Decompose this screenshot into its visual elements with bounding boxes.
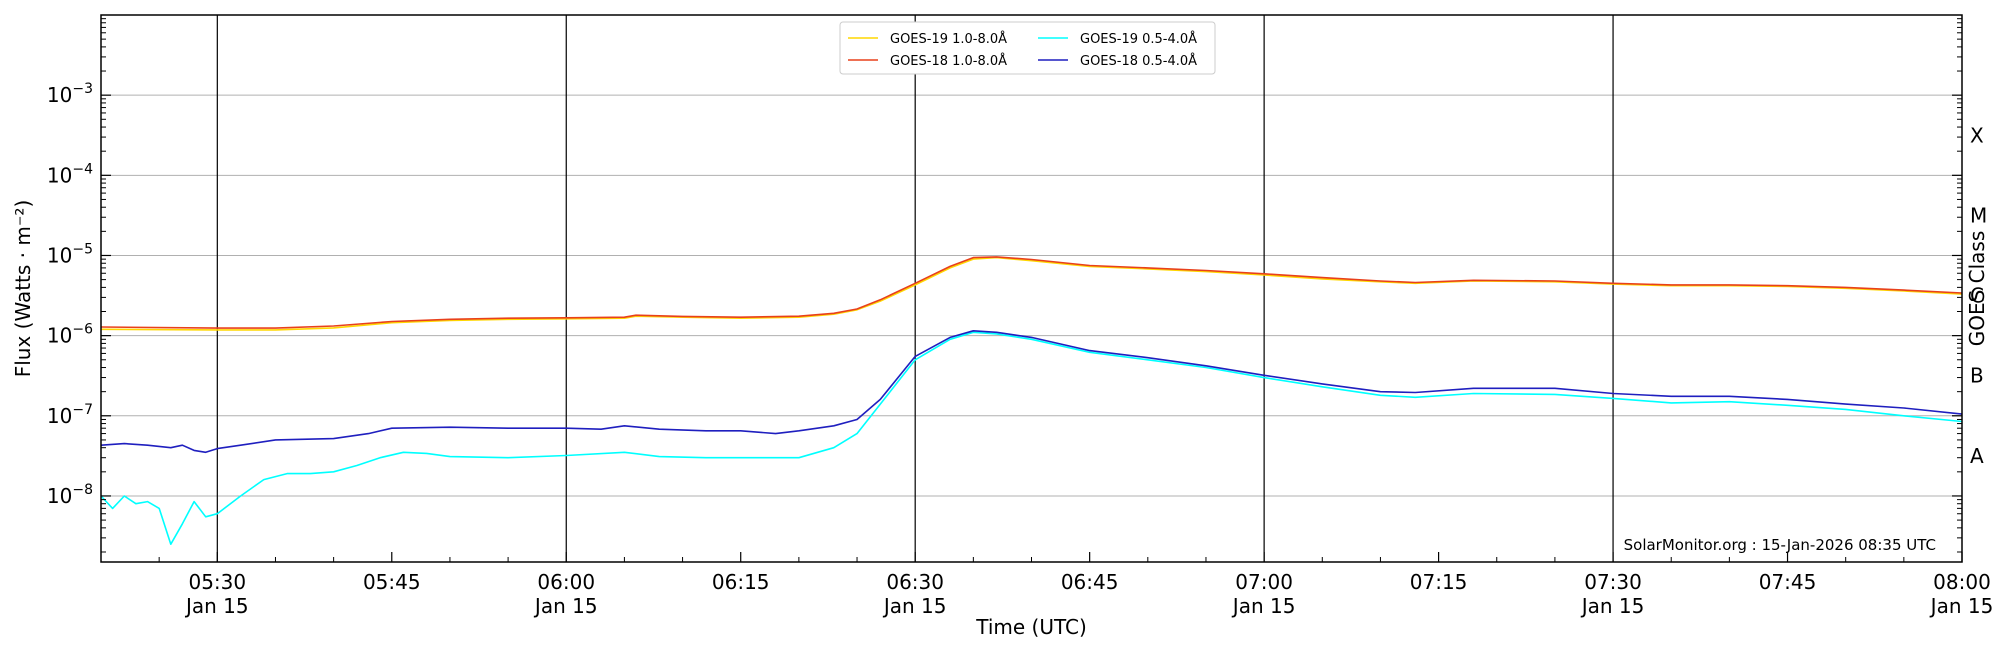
goes-class-label: C bbox=[1970, 284, 1984, 308]
legend-label-goes18-long: GOES-18 1.0-8.0Å bbox=[890, 53, 1007, 69]
x-tick-label: 08:00 bbox=[1933, 570, 1991, 594]
series-line-3 bbox=[100, 329, 1963, 454]
goes-class-label: A bbox=[1970, 444, 1984, 468]
series-line-1 bbox=[100, 256, 1963, 329]
x-tick-label: 06:00 bbox=[537, 570, 595, 594]
x-axis-title: Time (UTC) bbox=[975, 615, 1087, 639]
x-tick-label: 07:15 bbox=[1410, 570, 1468, 594]
right-axis-title: GOES Class bbox=[1965, 231, 1989, 347]
legend-box bbox=[839, 21, 1216, 75]
x-tick-label: 05:45 bbox=[363, 570, 421, 594]
y-tick-label: 10−4 bbox=[47, 161, 93, 187]
x-tick-label: 07:45 bbox=[1759, 570, 1817, 594]
x-tick-date-label: Jan 15 bbox=[1231, 594, 1296, 618]
credit-text: SolarMonitor.org : 15-Jan-2026 08:35 UTC bbox=[1624, 536, 1936, 554]
x-tick-date-label: Jan 15 bbox=[184, 594, 249, 618]
x-tick-date-label: Jan 15 bbox=[1580, 594, 1645, 618]
legend-label-goes19-short: GOES-19 0.5-4.0Å bbox=[1080, 31, 1197, 47]
goes-class-label: M bbox=[1970, 203, 1987, 227]
legend-label-goes18-short: GOES-18 0.5-4.0Å bbox=[1080, 53, 1197, 69]
plot-frame bbox=[100, 14, 1963, 563]
grid-layer bbox=[101, 15, 1962, 562]
y-tick-label: 10−7 bbox=[47, 402, 93, 428]
y-tick-label: 10−3 bbox=[47, 81, 93, 107]
series-line-2 bbox=[100, 331, 1963, 546]
x-tick-label: 05:30 bbox=[188, 570, 246, 594]
goes-class-label: B bbox=[1970, 364, 1984, 388]
x-tick-label: 06:45 bbox=[1061, 570, 1119, 594]
x-tick-label: 06:15 bbox=[712, 570, 770, 594]
x-tick-date-label: Jan 15 bbox=[533, 594, 598, 618]
legend: GOES-19 1.0-8.0Å GOES-18 1.0-8.0Å GOES-1… bbox=[839, 21, 1216, 75]
goes-class-label: X bbox=[1970, 123, 1984, 147]
y-tick-label: 10−8 bbox=[47, 482, 93, 508]
y-tick-label: 10−5 bbox=[47, 241, 93, 267]
series-layer bbox=[100, 256, 1963, 546]
y-tick-label: 10−6 bbox=[47, 322, 93, 348]
legend-label-goes19-long: GOES-19 1.0-8.0Å bbox=[890, 31, 1007, 47]
x-tick-label: 06:30 bbox=[886, 570, 944, 594]
ticks-layer bbox=[101, 18, 1963, 562]
x-tick-date-label: Jan 15 bbox=[1929, 594, 1994, 618]
x-tick-date-label: Jan 15 bbox=[882, 594, 947, 618]
y-axis-title: Flux (Watts · m⁻²) bbox=[11, 200, 35, 378]
series-line-0 bbox=[100, 256, 1963, 331]
x-tick-label: 07:30 bbox=[1584, 570, 1642, 594]
x-tick-label: 07:00 bbox=[1235, 570, 1293, 594]
